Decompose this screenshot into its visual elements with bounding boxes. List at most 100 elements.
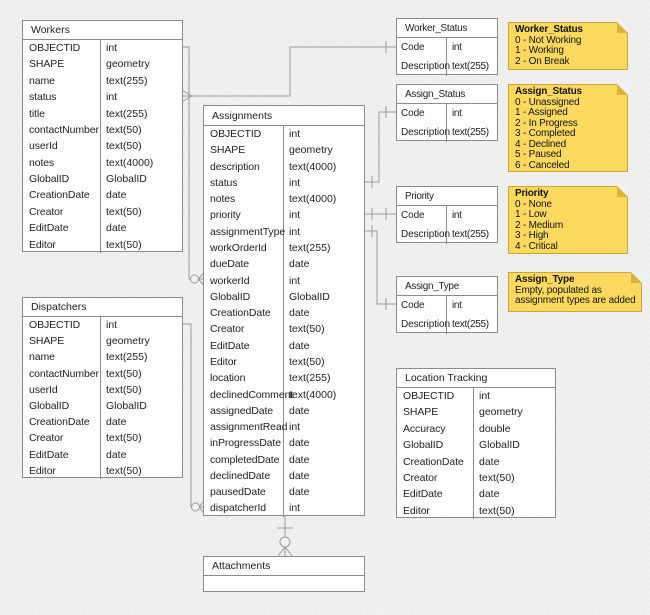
table-worker-status[interactable]: Worker_Status Code int Description text(255… [396, 18, 498, 76]
connector-attachments-to-assignments[interactable] [277, 516, 293, 557]
note-title: Assign_Status [515, 86, 582, 97]
field-type: GlobalID [106, 399, 147, 412]
note-line: 4 - Declined [515, 138, 566, 150]
table-assign-type[interactable]: Assign_Type Code int Description text(255) [396, 276, 498, 334]
field-name: status [23, 89, 101, 106]
field-type: date [106, 416, 127, 429]
table-fields: OBJECTID int SHAPE geometry name text(255) con… [23, 317, 182, 479]
field-row: Creator text(50) [23, 430, 182, 447]
field-row: pausedDate date [204, 484, 364, 501]
field-row: SHAPE geometry [23, 56, 182, 73]
field-row: Editor text(50) [23, 462, 182, 479]
field-type: int [452, 210, 462, 221]
field-name: Code [397, 104, 447, 123]
field-name: CreationDate [23, 414, 101, 431]
note-line: 0 - Not Working [515, 34, 582, 46]
field-name: location [204, 370, 284, 387]
field-row: CreationDate date [204, 305, 364, 322]
field-row: Editor text(50) [204, 353, 364, 371]
crow-foot-icon [277, 546, 293, 557]
field-name: Code [397, 206, 447, 225]
note-fold-icon [617, 84, 628, 95]
field-type: text(50) [106, 464, 142, 477]
field-name: GlobalID [204, 288, 284, 306]
field-type: text(50) [289, 323, 325, 336]
field-name: Description [397, 315, 450, 334]
connector-assignments-status-to-assign-status[interactable] [365, 106, 396, 188]
note-line: 4 - Critical [515, 240, 558, 252]
field-type: text(255) [452, 61, 489, 72]
field-name: description [204, 158, 284, 175]
table-fields: Code int Description text(255) [397, 296, 497, 334]
note-body: 0 - Not Working 1 - Working 2 - On Break [515, 34, 625, 68]
table-attachments[interactable]: Attachments [203, 556, 365, 592]
note-fold-icon [617, 186, 628, 197]
field-row: Code int [397, 206, 497, 225]
table-dispatchers[interactable]: Dispatchers OBJECTID int SHAPE geometry name… [22, 297, 183, 479]
connector-assignments-type-to-assign-type[interactable] [365, 225, 396, 310]
table-workers[interactable]: Workers OBJECTID int SHAPE geometry name text… [22, 20, 183, 253]
note-body: 0 - None 1 - Low 2 - Medium 3 - High 4 - Cri… [515, 199, 625, 253]
field-type: text(50) [289, 355, 325, 368]
table-title: Priority [397, 187, 497, 206]
field-name: SHAPE [23, 333, 101, 350]
field-row: CreationDate date [23, 414, 182, 431]
table-assignments[interactable]: Assignments OBJECTID int SHAPE geometry desc… [203, 105, 365, 517]
connector-assignments-dispatcherid-to-dispatchers[interactable] [183, 323, 204, 513]
field-type: text(50) [106, 432, 142, 445]
field-type: date [289, 339, 310, 352]
field-type: date [289, 404, 310, 417]
field-name: workerId [204, 272, 284, 289]
connector-workers-status-to-worker-status[interactable] [182, 41, 396, 102]
field-row: status int [23, 89, 182, 106]
note-worker-status[interactable]: Worker_Status 0 - Not Working 1 - Working… [508, 22, 628, 70]
field-row: Description text(255) [397, 315, 497, 334]
table-fields: Code int Description text(255) [397, 38, 497, 76]
field-type: text(50) [106, 383, 142, 396]
connector-assignments-priority-to-priority[interactable] [365, 208, 396, 220]
note-line: 1 - Assigned [515, 107, 568, 118]
field-type: text(50) [106, 123, 142, 136]
field-name: Creator [23, 203, 101, 221]
table-title: Assignments [204, 106, 364, 126]
field-row: Code int [397, 38, 497, 57]
connector-assignments-workerid-to-workers[interactable] [183, 46, 204, 285]
field-name: userId [23, 381, 101, 398]
note-line: 2 - In Progress [515, 117, 578, 129]
field-row: Editor text(50) [23, 236, 182, 253]
field-type: date [289, 469, 310, 482]
table-assign-status[interactable]: Assign_Status Code int Description text(255… [396, 84, 498, 142]
field-name: inProgressDate [204, 435, 284, 452]
field-row: dispatcherId int [204, 500, 364, 517]
field-name: declinedDate [204, 467, 284, 485]
table-title: Attachments [204, 557, 364, 576]
field-type: text(50) [479, 471, 515, 484]
field-name: Creator [204, 321, 284, 338]
note-assign-type[interactable]: Assign_Type Empty, populated as assignmen… [508, 272, 642, 312]
table-title: Assign_Type [397, 277, 497, 296]
field-row: OBJECTID int [23, 317, 182, 334]
table-location-tracking[interactable]: Location Tracking OBJECTID int SHAPE geomet… [396, 368, 556, 520]
field-type: date [479, 488, 500, 501]
field-row: priority int [204, 207, 364, 224]
field-row: title text(255) [23, 105, 182, 122]
field-name: SHAPE [397, 404, 474, 421]
zero-circle-icon [191, 502, 200, 512]
table-title: Workers [23, 21, 182, 40]
note-body: Empty, populated as assignment types are … [515, 285, 639, 307]
field-name: name [23, 72, 101, 90]
field-name: pausedDate [204, 484, 284, 501]
field-row: CreationDate date [23, 187, 182, 204]
field-row: declinedDate date [204, 467, 364, 485]
crow-foot-icon [182, 90, 193, 102]
table-priority[interactable]: Priority Code int Description text(255) [396, 186, 498, 244]
field-row: completedDate date [204, 451, 364, 468]
field-name: Accuracy [397, 420, 474, 438]
note-priority[interactable]: Priority 0 - None 1 - Low 2 - Medium 3 - Hi… [508, 186, 628, 254]
field-row: Accuracy double [397, 420, 555, 438]
note-line: assignment types are added [515, 295, 636, 306]
field-type: int [289, 209, 301, 222]
field-row: assignmentRead int [204, 419, 364, 436]
note-assign-status[interactable]: Assign_Status 0 - Unassigned 1 - Assigned… [508, 84, 628, 172]
field-row: GlobalID GlobalID [23, 397, 182, 415]
